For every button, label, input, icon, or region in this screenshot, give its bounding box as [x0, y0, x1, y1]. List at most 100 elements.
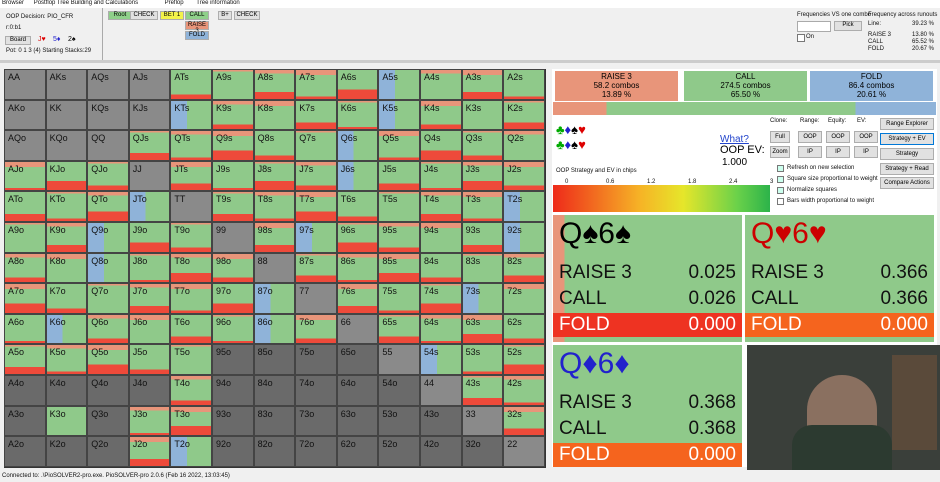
side-button[interactable]: Strategy + Read: [880, 163, 934, 175]
hand-cell[interactable]: KK: [45, 99, 88, 131]
menu-tab[interactable]: Postflop Tree Building and Calculations: [33, 0, 139, 6]
hand-cell[interactable]: A4s: [420, 69, 462, 100]
hand-cell[interactable]: 32s: [503, 405, 545, 437]
option-button[interactable]: Zoom: [770, 146, 790, 158]
hand-cell[interactable]: Q3o: [87, 405, 129, 437]
hand-cell[interactable]: A7o: [4, 283, 46, 314]
hand-cell[interactable]: 92o: [212, 436, 254, 467]
hand-cell[interactable]: KJo: [45, 160, 88, 192]
hand-cell[interactable]: 84s: [420, 252, 462, 284]
hand-cell[interactable]: 92s: [503, 222, 545, 253]
hand-cell[interactable]: 75s: [378, 283, 420, 314]
side-button[interactable]: Strategy: [880, 148, 934, 160]
hand-cell[interactable]: Q3s: [461, 130, 504, 161]
hand-cell[interactable]: 43s: [461, 375, 504, 406]
hand-cell[interactable]: JTo: [128, 191, 171, 222]
hand-cell[interactable]: T8o: [170, 252, 212, 284]
hand-cell[interactable]: QTs: [170, 130, 212, 161]
hand-cell[interactable]: Q4s: [420, 130, 462, 161]
hand-cell[interactable]: 63o: [336, 405, 379, 437]
hand-cell[interactable]: 72o: [295, 436, 337, 467]
hand-cell[interactable]: AA: [4, 69, 46, 100]
hand-cell[interactable]: J2o: [128, 436, 171, 467]
hand-cell[interactable]: Q6s: [336, 130, 379, 161]
hand-cell[interactable]: 83s: [461, 252, 504, 284]
what-link[interactable]: What?: [720, 134, 749, 145]
hand-cell[interactable]: QQ: [87, 130, 129, 161]
hand-cell[interactable]: 98s: [253, 222, 296, 253]
pick-button[interactable]: Pick: [834, 21, 862, 31]
option-button[interactable]: IP: [826, 146, 850, 158]
tree-button[interactable]: Root: [108, 11, 132, 20]
hand-cell[interactable]: Q4o: [87, 375, 129, 406]
hand-cell[interactable]: 85s: [378, 252, 420, 284]
tree-button[interactable]: RAISE 3: [185, 21, 209, 34]
hand-cell[interactable]: Q8s: [253, 130, 296, 161]
hand-cell[interactable]: 76o: [295, 313, 337, 345]
hand-cell[interactable]: 33: [461, 405, 504, 437]
hand-cell[interactable]: 52o: [378, 436, 420, 467]
hand-cell[interactable]: Q8o: [87, 252, 129, 284]
hand-cell[interactable]: KJs: [128, 99, 171, 131]
hand-cell[interactable]: K5o: [45, 344, 88, 375]
hand-cell[interactable]: 88: [253, 252, 296, 284]
hand-cell[interactable]: 82o: [253, 436, 296, 467]
hand-cell[interactable]: AQs: [87, 69, 129, 100]
hand-cell[interactable]: K2s: [503, 99, 545, 131]
hand-cell[interactable]: Q6o: [87, 313, 129, 345]
hand-cell[interactable]: 87s: [295, 252, 337, 284]
hand-cell[interactable]: K4s: [420, 99, 462, 131]
hand-cell[interactable]: A6s: [336, 69, 379, 100]
hand-cell[interactable]: 97s: [295, 222, 337, 253]
hand-cell[interactable]: Q5s: [378, 130, 420, 161]
hand-cell[interactable]: T9s: [212, 191, 254, 222]
hand-cell[interactable]: AKs: [45, 69, 88, 100]
hand-cell[interactable]: 42s: [503, 375, 545, 406]
hand-cell[interactable]: Q9s: [212, 130, 254, 161]
tree-button[interactable]: FOLD: [185, 31, 209, 40]
checkbox[interactable]: [777, 176, 784, 183]
hand-cell[interactable]: 99: [212, 222, 254, 253]
menu-tab[interactable]: Browser: [2, 0, 25, 6]
checkbox[interactable]: [777, 165, 784, 172]
hand-cell[interactable]: A5o: [4, 344, 46, 375]
hand-cell[interactable]: A4o: [4, 375, 46, 406]
hand-cell[interactable]: 62o: [336, 436, 379, 467]
hand-cell[interactable]: AKo: [4, 99, 46, 131]
hand-cell[interactable]: K7o: [45, 283, 88, 314]
hand-cell[interactable]: 86o: [253, 313, 296, 345]
hand-cell[interactable]: 94s: [420, 222, 462, 253]
hand-cell[interactable]: T2o: [170, 436, 212, 467]
hand-cell[interactable]: 52s: [503, 344, 545, 375]
hand-cell[interactable]: K9o: [45, 222, 88, 253]
hand-cell[interactable]: T7s: [295, 191, 337, 222]
hand-cell[interactable]: 86s: [336, 252, 379, 284]
menu-tab[interactable]: Tree information: [196, 0, 240, 6]
hand-cell[interactable]: Q7s: [295, 130, 337, 161]
hand-cell[interactable]: K9s: [212, 99, 254, 131]
hand-cell[interactable]: A2s: [503, 69, 545, 100]
hand-cell[interactable]: 77: [295, 283, 337, 314]
hand-cell[interactable]: T6o: [170, 313, 212, 345]
hand-cell[interactable]: 82s: [503, 252, 545, 284]
hand-cell[interactable]: A8s: [253, 69, 296, 100]
hand-cell[interactable]: 73o: [295, 405, 337, 437]
option-button[interactable]: Full: [770, 131, 790, 143]
hand-cell[interactable]: 93s: [461, 222, 504, 253]
hand-cell[interactable]: 75o: [295, 344, 337, 375]
hand-cell[interactable]: J7s: [295, 160, 337, 192]
hand-cell[interactable]: 64s: [420, 313, 462, 345]
hand-cell[interactable]: A3o: [4, 405, 46, 437]
hand-cell[interactable]: 43o: [420, 405, 462, 437]
hand-cell[interactable]: 62s: [503, 313, 545, 345]
hand-cell[interactable]: AJo: [4, 160, 46, 192]
hand-cell[interactable]: Q2o: [87, 436, 129, 467]
side-button[interactable]: Compare Actions: [880, 177, 934, 189]
hand-cell[interactable]: K8s: [253, 99, 296, 131]
hand-cell[interactable]: T6s: [336, 191, 379, 222]
hand-cell[interactable]: 65o: [336, 344, 379, 375]
hand-cell[interactable]: A5s: [378, 69, 420, 100]
checkbox[interactable]: [777, 198, 784, 205]
hand-cell[interactable]: J9s: [212, 160, 254, 192]
hand-cell[interactable]: J7o: [128, 283, 171, 314]
